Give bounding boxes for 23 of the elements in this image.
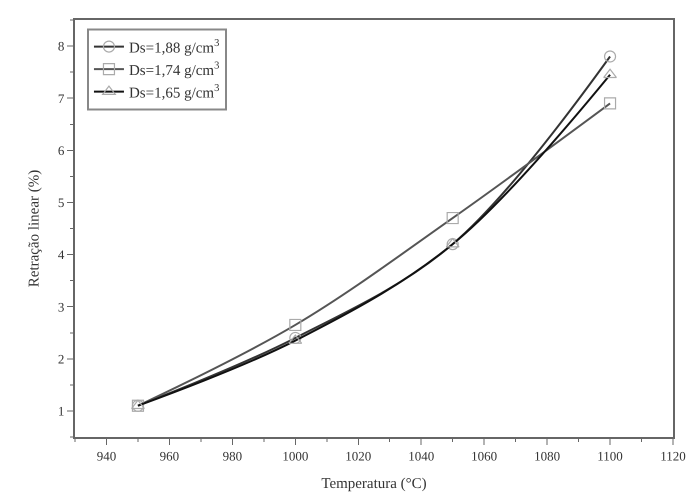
y-tick-label: 3 [58, 299, 64, 314]
y-tick-label: 4 [58, 247, 65, 262]
legend-label: Ds=1,88 g/cm$^{3}$ [128, 38, 220, 56]
y-tick-label: 5 [58, 194, 64, 210]
x-tick-label: 1040 [408, 448, 434, 464]
y-tick-label: 1 [58, 403, 64, 418]
x-tick-label: 1100 [597, 448, 623, 464]
y-tick-label: 2 [58, 351, 64, 366]
x-tick-label: 1080 [534, 448, 560, 464]
x-axis-title: Temperatura (°C) [321, 476, 427, 492]
legend-label: Ds=1,65 g/cm$^{3}$ [128, 83, 220, 102]
x-tick-label: 1020 [345, 448, 372, 464]
x-tick-label: 1060 [471, 448, 498, 464]
legend-label: Ds=1,74 g/cm$^{3}$ [128, 60, 220, 79]
x-tick-label: 1000 [282, 448, 308, 464]
x-tick-label: 1120 [660, 448, 686, 464]
x-tick-label: 980 [222, 448, 242, 464]
y-tick-label: 7 [58, 90, 65, 106]
x-tick-label: 960 [160, 448, 180, 464]
x-tick-label: 940 [96, 448, 116, 464]
y-tick-label: 6 [58, 142, 65, 158]
y-tick-label: 8 [58, 38, 64, 54]
y-axis-title: Retração linear (%) [26, 170, 43, 288]
